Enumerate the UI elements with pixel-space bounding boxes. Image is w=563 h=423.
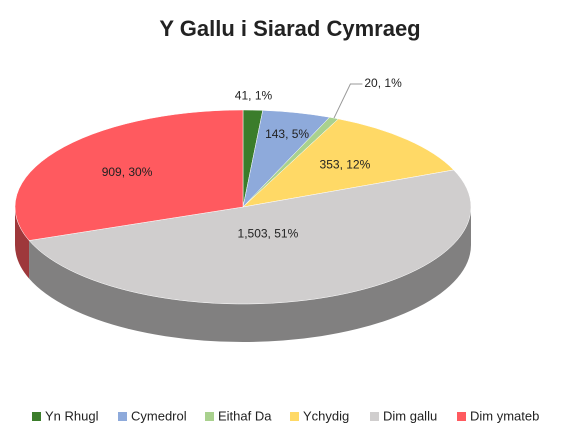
legend-swatch <box>457 412 466 421</box>
slice <box>14 109 244 241</box>
legend-swatch <box>290 412 299 421</box>
legend-label: Cymedrol <box>131 408 187 423</box>
slice <box>28 169 472 305</box>
chart-title: Y Gallu i Siarad Cymraeg <box>159 16 420 41</box>
legend-label: Eithaf Da <box>218 408 272 423</box>
data-label: 143, 5% <box>265 127 309 141</box>
leader-line <box>333 83 363 119</box>
slice-side <box>29 207 471 342</box>
slice <box>242 118 455 208</box>
legend-swatch <box>205 412 214 421</box>
legend-label: Yn Rhugl <box>45 408 99 423</box>
data-label: 1,503, 51% <box>238 226 299 240</box>
slice-side <box>15 207 30 279</box>
legend-label: Dim ymateb <box>470 408 539 423</box>
data-label: 909, 30% <box>102 165 153 179</box>
data-label: 20, 1% <box>364 76 402 90</box>
legend-swatch <box>370 412 379 421</box>
legend-label: Dim gallu <box>383 408 437 423</box>
legend-swatch <box>118 412 127 421</box>
legend-swatch <box>32 412 41 421</box>
data-label: 41, 1% <box>235 88 273 102</box>
data-label: 353, 12% <box>320 157 371 171</box>
legend-label: Ychydig <box>303 408 349 423</box>
